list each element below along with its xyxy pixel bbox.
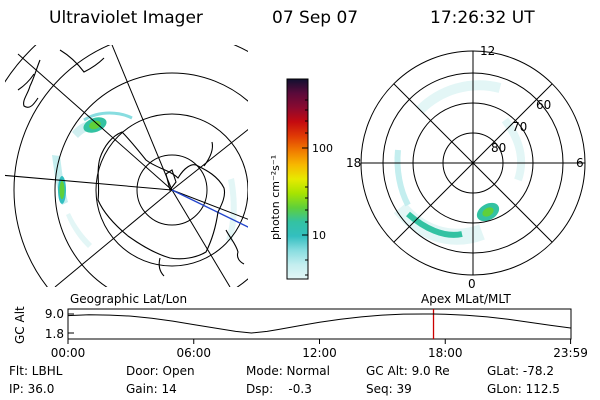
instrument-title: Ultraviolet Imager (49, 8, 203, 28)
status-filter: Flt: LBHL (9, 364, 62, 378)
aurora-emission (52, 113, 237, 248)
status-seq: Seq: 39 (366, 382, 412, 396)
alt-xtick-label-4: 23:59 (553, 346, 588, 360)
geographic-panel-label: Geographic Lat/Lon (70, 292, 187, 306)
alt-xtick-label-3: 18:00 (428, 346, 463, 360)
mlat-label-80: 80 (491, 141, 506, 155)
alt-xtick-label-0: 00:00 (51, 346, 86, 360)
observation-date: 07 Sep 07 (272, 8, 358, 28)
colorbar: 100 10 photon cm⁻²s⁻¹ (269, 79, 333, 279)
status-gc-alt: GC Alt: 9.0 Re (366, 364, 450, 378)
mlt-label-right: 6 (576, 156, 584, 170)
mlt-label-bottom: 0 (468, 277, 476, 291)
status-glat: GLat: -78.2 (487, 364, 554, 378)
apex-panel-label: Apex MLat/MLT (421, 292, 511, 306)
altitude-timeline: 00:00 06:00 12:00 18:00 23:59 9.0 1.8 GC Alt (13, 306, 588, 360)
status-door: Door: Open (126, 364, 195, 378)
colorbar-tick-100: 100 (312, 142, 333, 155)
alt-chart-frame (68, 309, 571, 339)
mlt-polar-plot (361, 51, 585, 275)
colorbar-gradient-rect (287, 79, 308, 279)
status-glon: GLon: 112.5 (487, 382, 560, 396)
alt-ytick-bottom: 1.8 (45, 327, 64, 341)
alt-xtick-label-1: 06:00 (176, 346, 211, 360)
alt-xtick-label-2: 12:00 (302, 346, 337, 360)
colorbar-label: photon cm⁻²s⁻¹ (269, 155, 282, 240)
mlat-label-70: 70 (512, 120, 527, 134)
mlt-label-left: 18 (346, 156, 361, 170)
status-ip: IP: 36.0 (9, 382, 54, 396)
colorbar-tick-10: 10 (312, 229, 326, 242)
observation-time: 17:26:32 UT (430, 8, 535, 28)
status-gain: Gain: 14 (126, 382, 177, 396)
status-mode: Mode: Normal (246, 364, 330, 378)
status-dsp: Dsp: -0.3 (246, 382, 312, 396)
mlt-label-top: 12 (480, 44, 495, 58)
mlt-spokes (361, 51, 585, 275)
alt-ytick-top: 9.0 (45, 307, 64, 321)
mlat-label-60: 60 (536, 98, 551, 112)
alt-ylabel: GC Alt (13, 306, 27, 344)
gc-alt-series (68, 314, 571, 333)
